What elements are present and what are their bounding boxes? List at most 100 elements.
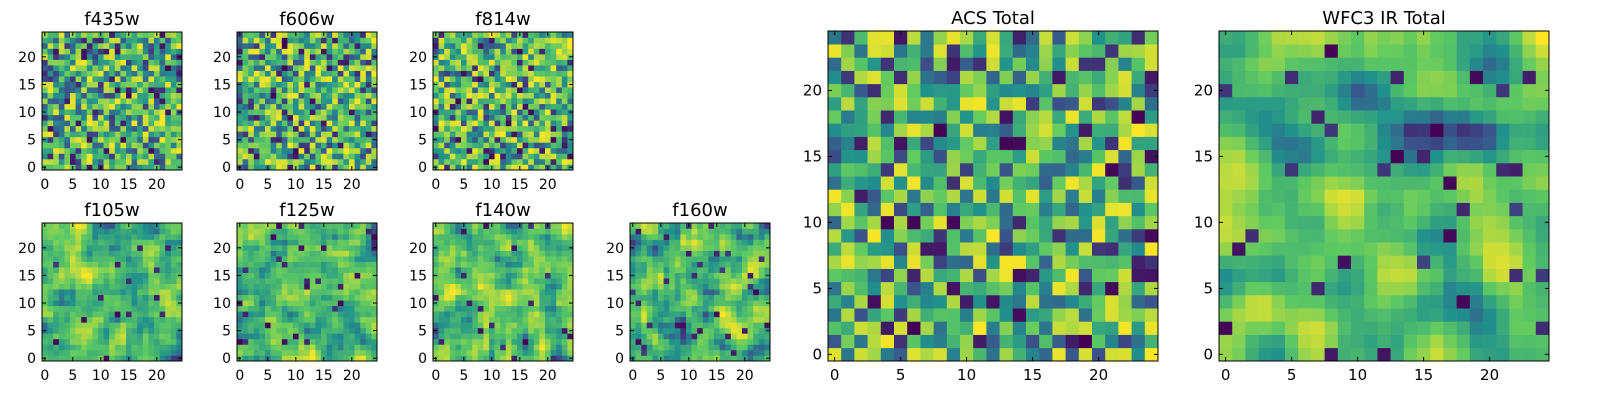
- heatmap-cell: [680, 311, 687, 318]
- heatmap-cell: [154, 59, 160, 66]
- heatmap-cell: [58, 239, 65, 246]
- heatmap-cell: [159, 239, 166, 246]
- heatmap-cell: [635, 311, 642, 318]
- heatmap-cell: [70, 349, 76, 356]
- heatmap-cell: [237, 98, 243, 105]
- heatmap-cell: [309, 59, 316, 66]
- heatmap-cell: [500, 223, 507, 229]
- heatmap-cell: [567, 344, 574, 351]
- heatmap-cell: [47, 300, 54, 307]
- heatmap-cell: [511, 344, 518, 351]
- heatmap-cell: [304, 316, 311, 323]
- heatmap-cell: [567, 98, 574, 105]
- heatmap-cell: [550, 54, 557, 60]
- heatmap-cell: [137, 120, 144, 127]
- heatmap-cell: [533, 37, 540, 44]
- heatmap-cell: [259, 114, 266, 121]
- heatmap-cell: [98, 59, 104, 66]
- heatmap-cell: [92, 109, 99, 116]
- heatmap-cell: [444, 344, 451, 351]
- heatmap-cell: [561, 338, 568, 345]
- heatmap-cell: [736, 305, 743, 312]
- heatmap-cell: [545, 283, 551, 290]
- heatmap-cell: [47, 322, 54, 329]
- heatmap-cell: [764, 250, 771, 257]
- heatmap-cell: [265, 103, 271, 110]
- heatmap-cell: [894, 281, 908, 296]
- heatmap-cell: [270, 245, 277, 251]
- heatmap-cell: [142, 256, 149, 262]
- heatmap-cell: [483, 87, 490, 94]
- heatmap-cell: [680, 272, 687, 279]
- heatmap-cell: [309, 223, 316, 229]
- heatmap-cell: [1092, 334, 1106, 349]
- heatmap-cell: [103, 70, 110, 77]
- heatmap-cell: [304, 289, 311, 296]
- heatmap-cell: [58, 283, 65, 290]
- heatmap-cell: [550, 92, 557, 99]
- heatmap-cell: [663, 245, 670, 251]
- heatmap-cell: [259, 349, 266, 356]
- heatmap-cell: [176, 333, 183, 340]
- heatmap-cell: [142, 349, 149, 356]
- heatmap-cell: [1118, 255, 1132, 269]
- heatmap-cell: [259, 311, 266, 318]
- heatmap-cell: [86, 333, 93, 340]
- heatmap-cell: [371, 344, 378, 351]
- heatmap-cell: [483, 70, 490, 77]
- heatmap-cell: [528, 355, 535, 362]
- heatmap-cell: [556, 158, 563, 165]
- heatmap-cell: [517, 261, 523, 268]
- heatmap-cell: [483, 234, 490, 240]
- heatmap-cell: [511, 300, 518, 307]
- heatmap-cell: [365, 278, 372, 285]
- heatmap-cell: [489, 322, 495, 329]
- heatmap-cell: [691, 272, 698, 279]
- heatmap-cell: [489, 234, 495, 240]
- heatmap-cell: [248, 37, 255, 44]
- heatmap-cell: [53, 289, 60, 296]
- heatmap-cell: [276, 311, 283, 318]
- heatmap-cell: [433, 147, 439, 154]
- heatmap-cell: [725, 311, 732, 318]
- heatmap-cell: [248, 32, 255, 38]
- heatmap-cell: [131, 98, 138, 105]
- heatmap-cell: [349, 37, 355, 44]
- heatmap-cell: [281, 43, 288, 49]
- heatmap-cell: [270, 54, 277, 60]
- x-tick-label: 0: [40, 177, 49, 193]
- heatmap-cell: [483, 136, 490, 143]
- heatmap-cell: [103, 120, 110, 127]
- heatmap-cell: [669, 283, 676, 290]
- heatmap-cell: [466, 43, 473, 49]
- heatmap-cell: [702, 239, 709, 246]
- heatmap-cell: [1012, 255, 1027, 269]
- heatmap-cell: [253, 70, 260, 77]
- heatmap-cell: [933, 308, 948, 322]
- heatmap-cell: [304, 344, 311, 351]
- heatmap-cell: [276, 153, 283, 160]
- heatmap-cell: [70, 70, 76, 77]
- heatmap-cell: [176, 142, 183, 149]
- heatmap-cell: [81, 32, 88, 38]
- heatmap-cell: [1131, 163, 1146, 177]
- heatmap-cell: [304, 92, 311, 99]
- heatmap-cell: [154, 37, 160, 44]
- heatmap-cell: [477, 37, 484, 44]
- heatmap-cell: [556, 131, 563, 138]
- heatmap-cell: [142, 114, 149, 121]
- heatmap-cell: [1026, 334, 1040, 349]
- heatmap-cell: [349, 234, 355, 240]
- heatmap-cell: [70, 120, 76, 127]
- heatmap-cell: [663, 327, 670, 334]
- heatmap-cell: [265, 158, 271, 165]
- heatmap-cell: [154, 344, 160, 351]
- heatmap-cell: [298, 54, 305, 60]
- heatmap-cell: [276, 316, 283, 323]
- heatmap-cell: [641, 250, 648, 257]
- heatmap-cell: [270, 300, 277, 307]
- heatmap-cell: [742, 234, 748, 240]
- heatmap-cell: [298, 136, 305, 143]
- heatmap-cell: [669, 239, 676, 246]
- heatmap-cell: [455, 305, 462, 312]
